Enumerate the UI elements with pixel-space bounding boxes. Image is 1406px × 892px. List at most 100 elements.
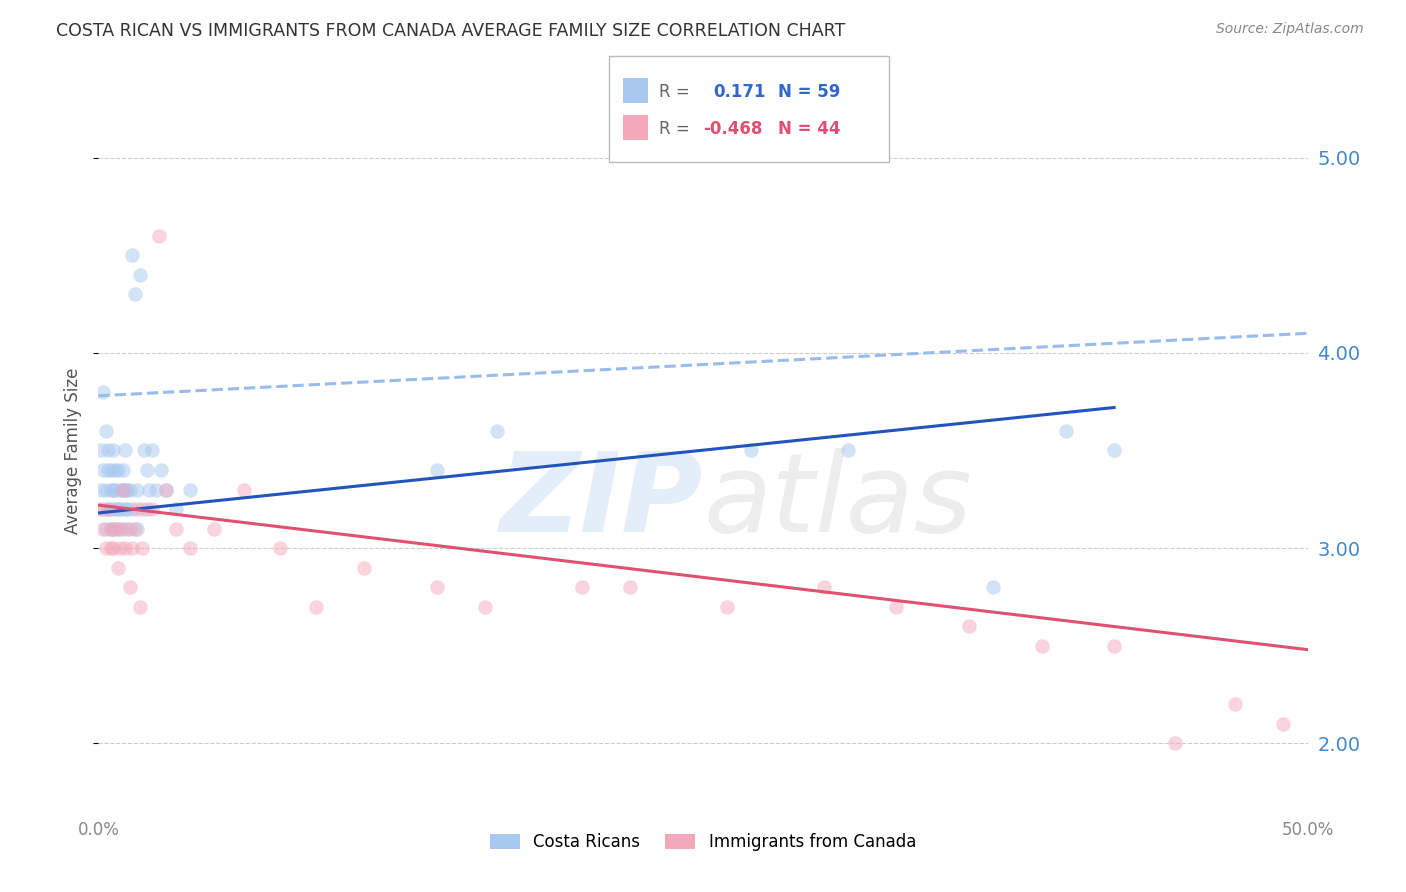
Point (111, 483, 134, 497)
Point (716, 599, 738, 614)
Point (107, 560, 129, 574)
Point (100, 483, 122, 497)
Text: atlas: atlas (703, 448, 972, 555)
Point (107, 522, 129, 536)
Point (97, 443, 120, 458)
Point (148, 228, 170, 243)
Point (104, 463, 127, 477)
Point (138, 483, 160, 497)
Point (97, 502, 120, 516)
Point (114, 483, 136, 497)
Point (94, 522, 117, 536)
Point (150, 463, 173, 477)
Point (101, 522, 124, 536)
Point (90, 443, 112, 458)
Point (165, 502, 187, 516)
Point (108, 522, 131, 536)
Point (100, 502, 122, 516)
Point (118, 483, 141, 497)
Point (1163, 736, 1185, 750)
Point (100, 522, 122, 536)
Point (94, 541, 117, 555)
Text: ZIP: ZIP (499, 448, 703, 555)
Point (134, 443, 156, 458)
Point (1272, 716, 1295, 731)
Point (91, 384, 114, 399)
Point (117, 522, 139, 536)
Point (145, 483, 167, 497)
Point (204, 522, 226, 536)
Point (104, 522, 127, 536)
Point (155, 483, 177, 497)
Point (107, 463, 129, 477)
Text: -0.468: -0.468 (703, 120, 762, 138)
Point (426, 580, 449, 594)
Point (474, 599, 496, 614)
Point (100, 463, 122, 477)
Point (117, 483, 139, 497)
Point (100, 541, 122, 555)
Point (619, 580, 641, 594)
Point (131, 502, 153, 516)
Point (121, 541, 143, 555)
Point (91, 463, 114, 477)
Point (100, 522, 122, 536)
Point (101, 443, 124, 458)
Text: R =: R = (659, 83, 690, 101)
Point (837, 443, 859, 458)
Point (155, 483, 177, 497)
Point (1054, 424, 1077, 438)
Point (91, 522, 114, 536)
Point (981, 580, 1004, 594)
Point (1102, 443, 1125, 458)
Text: N = 44: N = 44 (778, 120, 839, 138)
Point (141, 443, 163, 458)
Point (101, 483, 124, 497)
Point (571, 580, 593, 594)
Point (90, 502, 112, 516)
Text: COSTA RICAN VS IMMIGRANTS FROM CANADA AVERAGE FAMILY SIZE CORRELATION CHART: COSTA RICAN VS IMMIGRANTS FROM CANADA AV… (56, 22, 845, 40)
Point (97, 463, 120, 477)
Point (957, 619, 980, 633)
Point (740, 443, 762, 458)
Point (111, 483, 134, 497)
Point (1102, 639, 1125, 653)
Point (232, 483, 254, 497)
Point (118, 522, 141, 536)
Point (90, 483, 112, 497)
Point (121, 502, 143, 516)
Point (107, 502, 129, 516)
Point (305, 599, 328, 614)
Point (121, 248, 143, 262)
Point (114, 443, 136, 458)
Text: R =: R = (659, 120, 690, 138)
Point (108, 502, 131, 516)
Legend: Costa Ricans, Immigrants from Canada: Costa Ricans, Immigrants from Canada (484, 826, 922, 857)
Text: N = 59: N = 59 (778, 83, 839, 101)
Point (1031, 639, 1053, 653)
Point (426, 463, 449, 477)
Point (269, 541, 291, 555)
Point (127, 483, 149, 497)
Point (1223, 698, 1246, 712)
Point (108, 483, 131, 497)
Point (165, 522, 187, 536)
Text: 0.171: 0.171 (713, 83, 765, 101)
Point (118, 580, 141, 594)
Point (104, 502, 127, 516)
Point (124, 522, 146, 536)
Point (124, 287, 146, 301)
Point (97, 502, 120, 516)
Point (114, 541, 136, 555)
Text: Source: ZipAtlas.com: Source: ZipAtlas.com (1216, 22, 1364, 37)
Point (114, 502, 136, 516)
Point (131, 541, 153, 555)
Point (135, 502, 157, 516)
Point (111, 463, 134, 477)
Point (117, 502, 139, 516)
Point (486, 424, 509, 438)
Point (141, 502, 163, 516)
Point (179, 483, 201, 497)
Point (94, 483, 117, 497)
Point (135, 463, 157, 477)
